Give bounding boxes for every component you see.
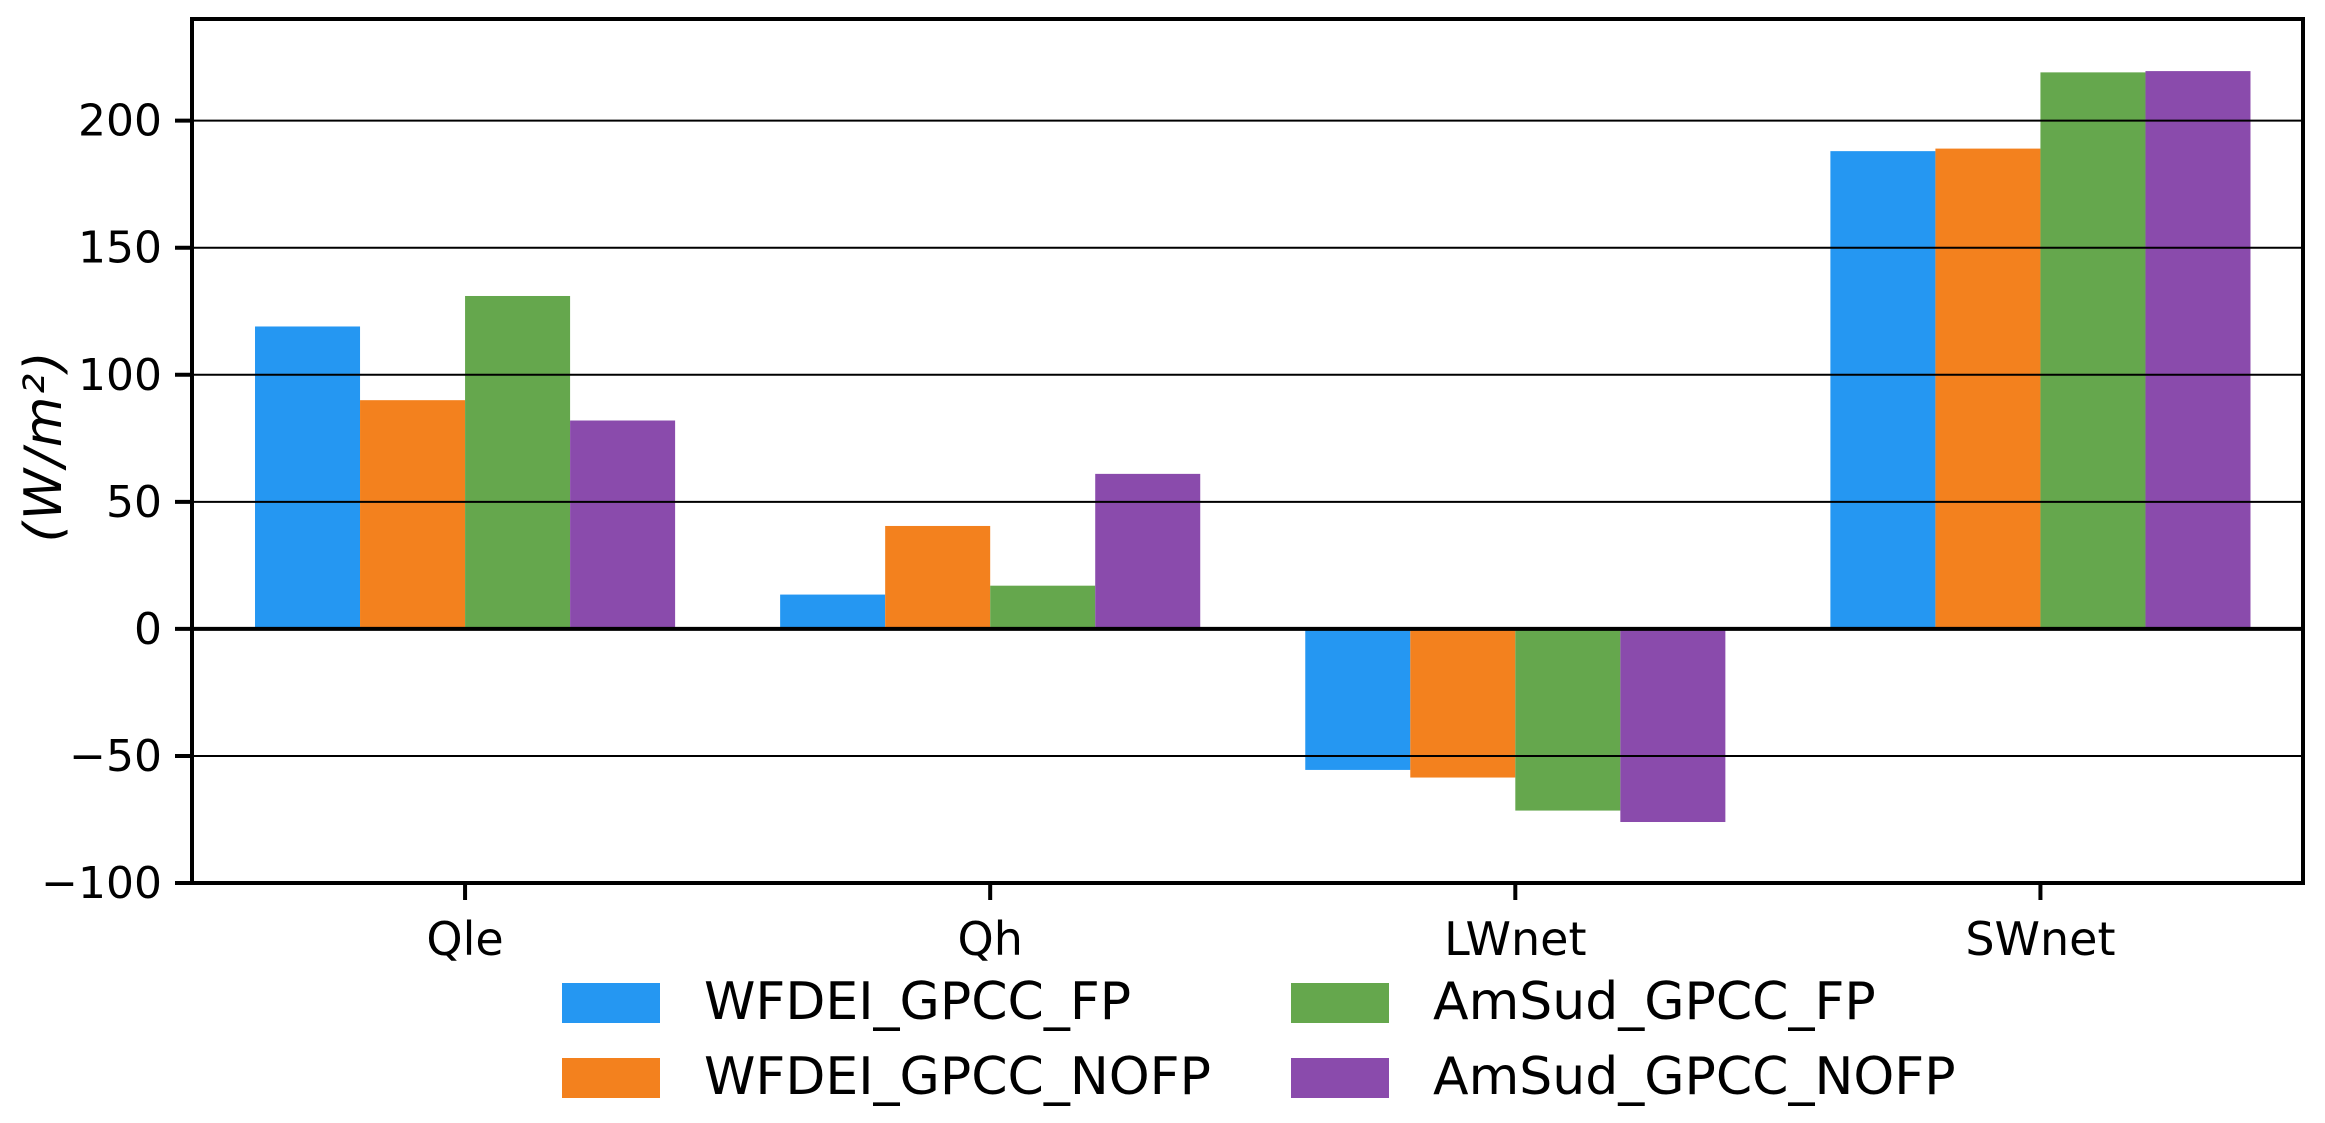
y-tick-label: 150 — [78, 223, 162, 274]
bar-WFDEI_GPCC_FP-Qh — [780, 594, 886, 629]
bar-AmSud_GPCC_NOFP-Qh — [1095, 473, 1201, 629]
legend-swatch-icon — [1291, 1058, 1389, 1099]
bar-WFDEI_GPCC_FP-Qle — [255, 326, 361, 629]
bar-AmSud_GPCC_NOFP-Qle — [570, 420, 676, 629]
legend-item: WFDEI_GPCC_NOFP — [562, 1047, 1291, 1108]
bar-WFDEI_GPCC_NOFP-Qh — [885, 525, 991, 629]
bar-AmSud_GPCC_FP-LWnet — [1515, 628, 1621, 811]
bar-WFDEI_GPCC_NOFP-LWnet — [1410, 628, 1516, 778]
bar-AmSud_GPCC_FP-SWnet — [2040, 72, 2146, 629]
legend-swatch-icon — [562, 1058, 660, 1099]
legend: WFDEI_GPCC_FP AmSud_GPCC_FP WFDEI_GPCC_NOF… — [562, 972, 1956, 1109]
x-tick-label: Qh — [958, 912, 1023, 966]
bar-WFDEI_GPCC_NOFP-Qle — [360, 400, 466, 629]
bar-WFDEI_GPCC_FP-SWnet — [1830, 151, 1936, 629]
y-tick-label: 0 — [134, 604, 162, 655]
legend-swatch-icon — [562, 982, 660, 1023]
bar-WFDEI_GPCC_NOFP-SWnet — [1935, 148, 2041, 629]
bar-AmSud_GPCC_FP-Qh — [990, 585, 1096, 629]
y-tick-label: 50 — [106, 477, 162, 528]
legend-label: AmSud_GPCC_FP — [1433, 972, 1876, 1032]
y-tick-label: 200 — [78, 96, 162, 147]
x-tick-label: Qle — [426, 912, 503, 966]
legend-item: AmSud_GPCC_NOFP — [1291, 1047, 1956, 1108]
y-tick-label: −100 — [41, 858, 162, 909]
legend-label: WFDEI_GPCC_NOFP — [704, 1047, 1211, 1108]
x-tick-label: LWnet — [1444, 912, 1586, 966]
bar-AmSud_GPCC_NOFP-SWnet — [2145, 71, 2251, 629]
bar-AmSud_GPCC_FP-Qle — [465, 295, 571, 629]
legend-swatch-icon — [1291, 982, 1389, 1023]
x-tick-label: SWnet — [1965, 912, 2115, 966]
legend-label: AmSud_GPCC_NOFP — [1433, 1047, 1956, 1108]
legend-item: WFDEI_GPCC_FP — [562, 972, 1291, 1033]
legend-label: WFDEI_GPCC_FP — [704, 972, 1132, 1032]
y-tick-label: −50 — [69, 731, 162, 782]
legend-item: AmSud_GPCC_FP — [1291, 972, 1956, 1033]
bar-AmSud_GPCC_NOFP-LWnet — [1620, 628, 1726, 823]
bar-WFDEI_GPCC_FP-LWnet — [1305, 628, 1411, 770]
plot-border — [190, 17, 2305, 885]
y-axis-label: (W/m²) — [14, 349, 74, 543]
y-tick-label: 100 — [78, 350, 162, 401]
